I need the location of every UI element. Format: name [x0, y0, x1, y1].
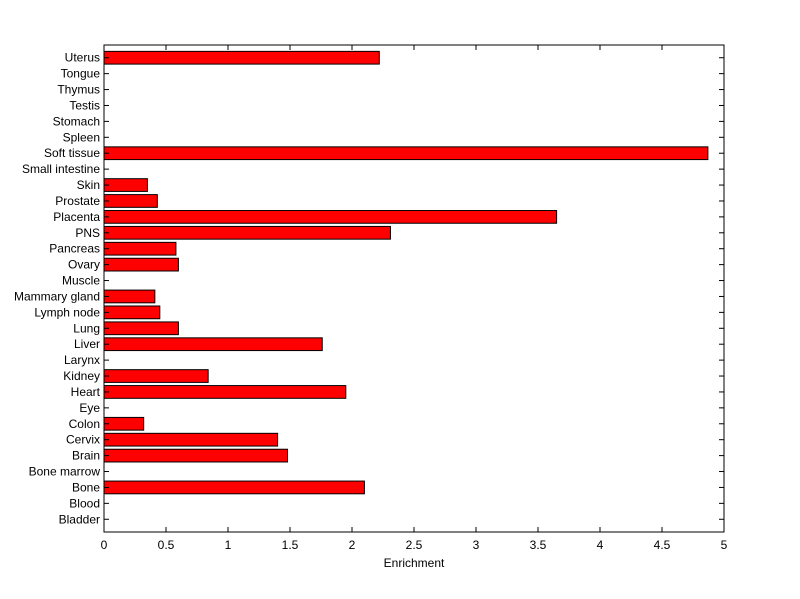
y-tick-label: Prostate	[55, 194, 100, 208]
x-tick-label: 2	[349, 538, 356, 552]
y-tick-label: Small intestine	[22, 162, 100, 176]
y-tick-label: Heart	[71, 385, 101, 399]
y-tick-label: Stomach	[53, 114, 100, 128]
bar	[103, 225, 391, 240]
x-tick-label: 1	[225, 538, 232, 552]
y-tick-label: Brain	[72, 449, 100, 463]
y-tick-label: Cervix	[66, 433, 100, 447]
y-tick-label: Skin	[77, 178, 100, 192]
x-tick-label: 3	[473, 538, 480, 552]
y-tick-label: Spleen	[63, 130, 100, 144]
y-tick-label: Bone marrow	[29, 465, 101, 479]
bar	[103, 385, 347, 399]
y-tick-label: Uterus	[65, 51, 100, 65]
y-tick-label: Bone	[72, 480, 100, 494]
y-tick-label: Tongue	[61, 67, 101, 81]
x-tick-label: 5	[721, 538, 728, 552]
x-axis-label: Enrichment	[384, 556, 445, 570]
y-tick-label: Lymph node	[34, 305, 100, 319]
y-tick-label: PNS	[75, 226, 100, 240]
y-tick-label: Thymus	[57, 83, 100, 97]
x-axis-ticks: 0 0.5 1 1.5 2 2.5 3 3.5 4 4.5 5	[101, 45, 728, 552]
bar	[103, 194, 158, 208]
y-tick-label: Blood	[69, 496, 100, 510]
y-tick-label: Liver	[74, 337, 100, 351]
y-tick-label: Kidney	[63, 369, 100, 383]
y-tick-label: Pancreas	[49, 242, 100, 256]
bar	[103, 241, 177, 256]
y-tick-label: Bladder	[59, 512, 100, 526]
bar	[103, 210, 558, 224]
plot-frame	[103, 44, 725, 533]
bar	[103, 178, 148, 192]
bar	[103, 289, 156, 304]
bar	[103, 369, 209, 383]
x-tick-label: 3.5	[530, 538, 547, 552]
x-tick-label: 2.5	[406, 538, 423, 552]
y-tick-label: Ovary	[68, 258, 100, 272]
y-tick-label: Eye	[79, 401, 100, 415]
bar	[103, 146, 709, 161]
bars-group	[103, 50, 709, 495]
y-tick-label: Lung	[73, 321, 100, 335]
bar	[103, 480, 365, 495]
y-tick-label: Larynx	[64, 353, 100, 367]
y-tick-label: Muscle	[62, 274, 100, 288]
bar	[103, 321, 179, 336]
x-tick-label: 1.5	[282, 538, 299, 552]
y-tick-label: Soft tissue	[44, 146, 100, 160]
x-tick-label: 4	[597, 538, 604, 552]
bar	[103, 305, 161, 320]
bar	[103, 50, 380, 65]
bar	[103, 448, 289, 463]
y-tick-label: Testis	[69, 98, 100, 112]
bar	[103, 416, 145, 431]
bar	[103, 257, 179, 272]
y-tick-label: Mammary gland	[14, 289, 100, 303]
bar	[103, 432, 279, 447]
x-tick-label: 4.5	[654, 538, 671, 552]
y-tick-label: Colon	[69, 417, 100, 431]
bar	[103, 337, 323, 352]
y-tick-label: Placenta	[53, 210, 100, 224]
x-tick-label: 0.5	[158, 538, 175, 552]
x-tick-label: 0	[101, 538, 108, 552]
